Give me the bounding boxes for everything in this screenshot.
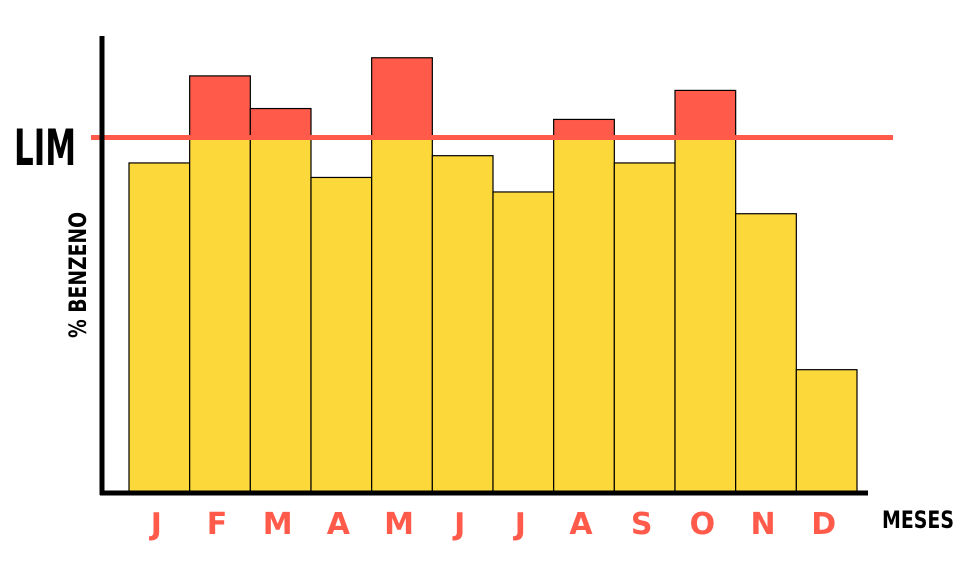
x-tick-label: J: [452, 507, 465, 542]
bar-base-segment: [311, 177, 372, 493]
bar-base-segment: [614, 162, 675, 493]
bar-base-segment: [250, 137, 311, 494]
bar-base-segment: [553, 137, 615, 494]
x-tick-label: J: [149, 507, 162, 542]
bar-base-segment: [371, 137, 433, 494]
bar-base-segment: [432, 155, 493, 493]
x-tick-label: A: [569, 507, 593, 542]
bar: [189, 75, 251, 494]
bar-base-segment: [493, 191, 554, 493]
x-tick-label: O: [690, 507, 716, 542]
bar-excess-segment: [250, 108, 311, 138]
x-tick-label: F: [207, 507, 228, 542]
bar: [613, 162, 676, 494]
bar-base-segment: [189, 137, 251, 494]
bar-excess-segment: [189, 75, 251, 138]
bar: [371, 57, 433, 494]
bar-base-segment: [796, 369, 857, 493]
bar: [249, 107, 312, 494]
bar-excess-segment: [675, 90, 736, 138]
x-tick-label: N: [750, 507, 775, 542]
bar: [431, 155, 494, 494]
bar: [128, 162, 191, 494]
bar: [674, 89, 737, 494]
bar: [492, 191, 555, 494]
bar-excess-segment: [371, 57, 433, 138]
x-tick-label: D: [811, 507, 836, 542]
y-axis-title: % BENZENO: [64, 212, 92, 338]
bar-excess-segment: [553, 119, 615, 138]
bar: [735, 213, 797, 494]
x-tick-label: A: [327, 507, 351, 542]
x-tick-label: M: [384, 507, 414, 542]
bar: [795, 369, 858, 494]
x-tick-label: S: [631, 507, 653, 542]
bar: [553, 118, 615, 494]
bar-base-segment: [129, 162, 190, 493]
x-axis-title: MESES: [882, 506, 954, 534]
bar-base-segment: [675, 137, 736, 494]
bars-group: [128, 57, 858, 494]
limit-label: LIM: [14, 119, 76, 177]
bar: [310, 176, 373, 494]
x-tick-label: J: [513, 507, 526, 542]
x-tick-label: M: [263, 507, 293, 542]
bar-base-segment: [735, 213, 797, 493]
